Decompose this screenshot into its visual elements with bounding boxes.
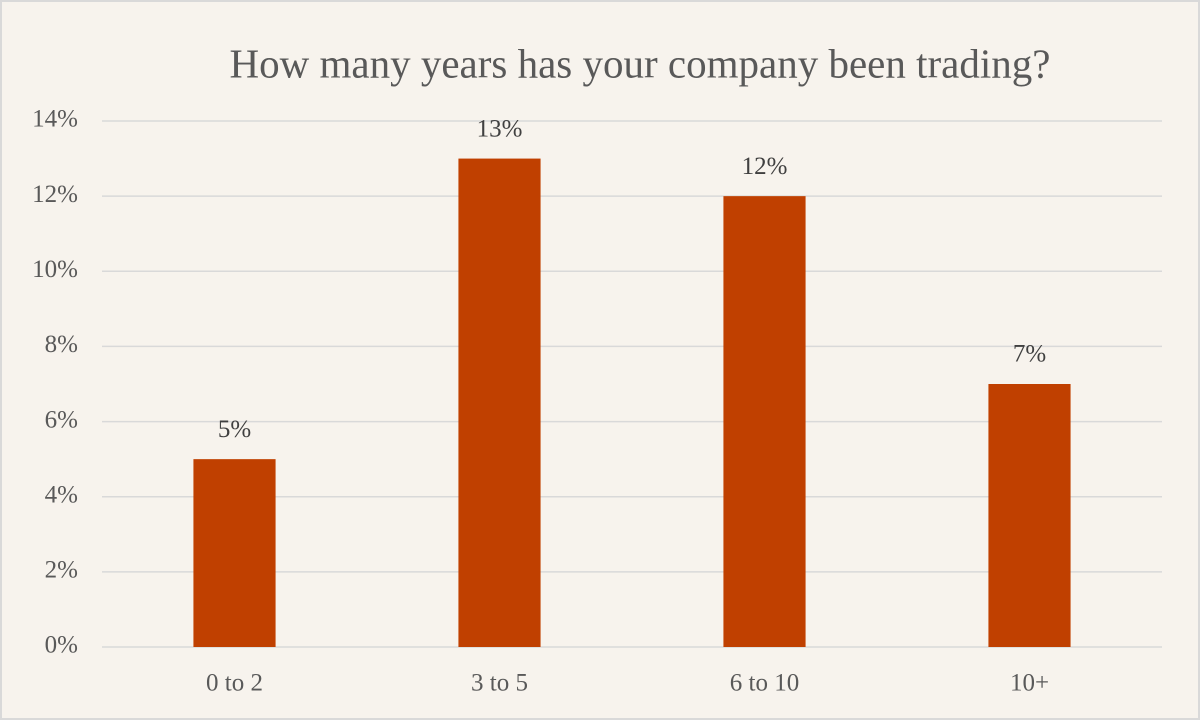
y-tick-label: 4% — [45, 481, 78, 508]
y-tick-label: 12% — [32, 181, 78, 208]
bar — [193, 459, 276, 647]
y-tick-label: 6% — [45, 406, 78, 433]
y-tick-label: 0% — [45, 632, 78, 659]
chart-title: How many years has your company been tra… — [230, 40, 1051, 86]
x-tick-label: 0 to 2 — [206, 670, 263, 697]
y-tick-label: 8% — [45, 331, 78, 358]
y-tick-label: 10% — [32, 256, 78, 283]
bar — [988, 384, 1071, 647]
bar — [458, 158, 541, 648]
y-tick-label: 14% — [32, 106, 78, 133]
x-tick-label: 3 to 5 — [471, 670, 528, 697]
x-tick-label: 10+ — [1010, 670, 1049, 697]
data-label: 5% — [218, 416, 251, 443]
data-label: 13% — [477, 115, 523, 142]
data-label: 12% — [742, 153, 788, 180]
data-label: 7% — [1013, 341, 1046, 368]
x-tick-label: 6 to 10 — [730, 670, 799, 697]
y-tick-label: 2% — [45, 557, 78, 584]
bar — [723, 196, 806, 647]
